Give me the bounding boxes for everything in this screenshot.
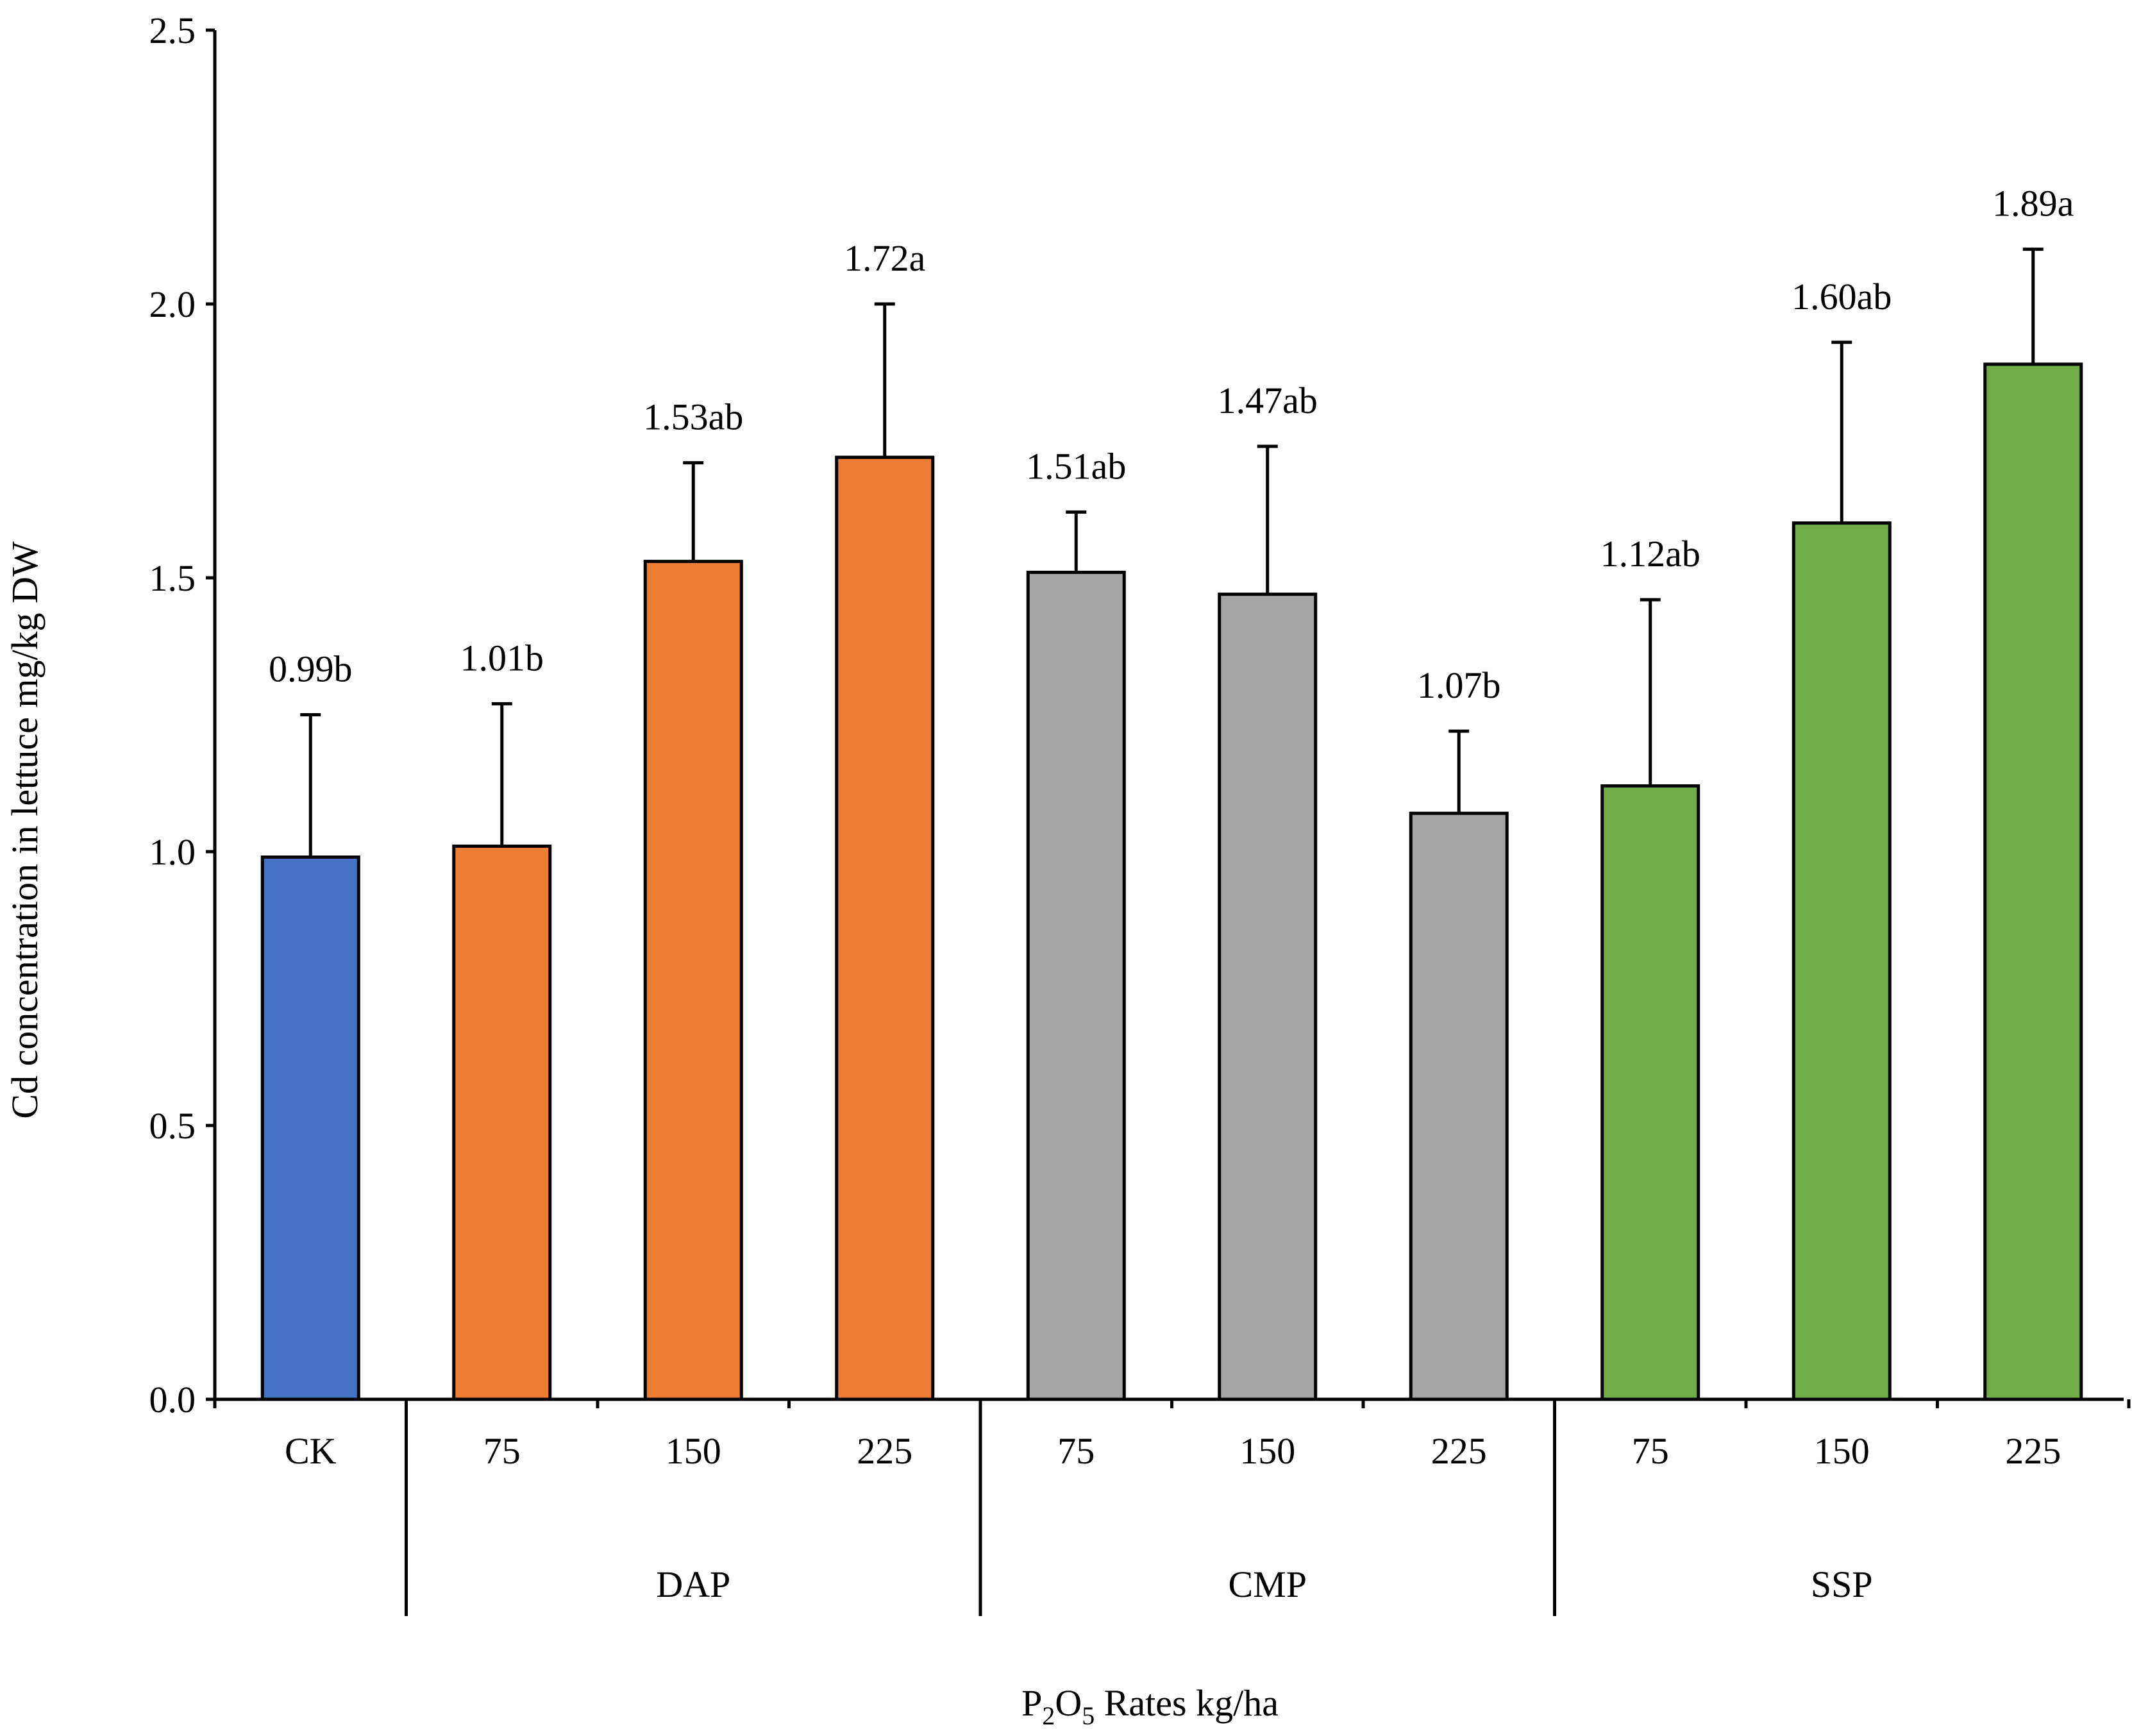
bar: [643, 559, 743, 1401]
data-label: 1.89a: [1992, 183, 2074, 224]
bar: [452, 844, 552, 1401]
x-tick-label: 225: [1431, 1430, 1487, 1472]
x-tick-label: 75: [1632, 1430, 1669, 1472]
y-tick-label: 1.5: [149, 557, 196, 599]
group-label: DAP: [656, 1563, 730, 1605]
x-tick-label: 75: [483, 1430, 521, 1472]
bar: [835, 455, 935, 1401]
data-label: 1.53ab: [643, 396, 743, 438]
data-label: 1.47ab: [1218, 380, 1318, 421]
y-axis-title: Cd concentration in lettuce mg/kg DW: [4, 541, 46, 1119]
x-axis-title-o: O: [1055, 1682, 1082, 1724]
x-tick-label: 150: [666, 1430, 721, 1472]
x-tick-label: CK: [285, 1430, 337, 1472]
x-axis-title-rest: Rates kg/ha: [1095, 1682, 1279, 1724]
bar: [1792, 521, 1892, 1401]
x-tick-label: 225: [857, 1430, 912, 1472]
bar: [1026, 570, 1126, 1401]
labels: 0.0 0.5 1.0 1.5 2.0 2.5 0.99b CK 1.01b 75 1.53ab 15…: [149, 10, 2074, 1605]
y-tick-label: 0.5: [149, 1105, 196, 1147]
x-tick-label: 75: [1057, 1430, 1095, 1472]
y-tick-label: 1.0: [149, 831, 196, 873]
data-label: 1.51ab: [1026, 446, 1126, 487]
y-tick-label: 0.0: [149, 1379, 196, 1420]
group-label: SSP: [1811, 1563, 1873, 1605]
data-label: 1.60ab: [1792, 276, 1892, 317]
y-tick-label: 2.0: [149, 283, 196, 325]
data-label: 1.07b: [1417, 664, 1501, 706]
data-label: 1.72a: [844, 237, 925, 279]
x-axis-title-sub-2: 2: [1042, 1701, 1055, 1730]
data-label: 1.12ab: [1600, 533, 1700, 575]
x-axis-title: P2O5 Rates kg/ha: [1021, 1682, 1279, 1730]
bar: [1983, 362, 2083, 1401]
x-tick-label: 150: [1814, 1430, 1870, 1472]
axes: [206, 28, 2131, 1616]
bars: [260, 248, 2083, 1401]
data-label: 1.01b: [460, 637, 544, 678]
x-axis-title-p: P: [1021, 1682, 1042, 1724]
bar: [260, 855, 360, 1401]
x-tick-label: 150: [1239, 1430, 1295, 1472]
bar: [1409, 811, 1509, 1401]
x-axis-title-sub-5: 5: [1082, 1701, 1095, 1730]
data-label: 0.99b: [269, 648, 353, 690]
bar: [1600, 784, 1700, 1401]
x-tick-label: 225: [2005, 1430, 2061, 1472]
bar: [1218, 593, 1318, 1401]
y-tick-label: 2.5: [149, 10, 196, 51]
group-label: CMP: [1228, 1563, 1307, 1605]
